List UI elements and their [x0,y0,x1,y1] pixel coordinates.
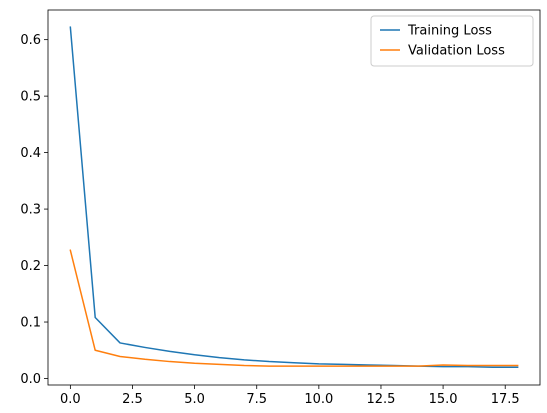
x-tick-label: 0.0 [60,392,81,407]
y-tick-label: 0.0 [20,372,41,387]
series-line-validation-loss [69,249,519,367]
legend-label-validation-loss: Validation Loss [408,44,505,59]
series-line-training-loss [69,26,519,368]
y-tick-label: 0.4 [20,146,41,161]
x-axis: 0.0 2.5 5.0 7.5 10.0 12.5 15.0 17.5 [60,385,520,407]
x-tick-label: 2.5 [122,392,143,407]
legend-label-training-loss: Training Loss [407,24,492,39]
x-tick-label: 15.0 [429,392,458,407]
x-tick-label: 12.5 [366,392,395,407]
x-tick-label: 7.5 [246,392,267,407]
series-lines [69,26,519,368]
y-tick-label: 0.6 [20,33,41,48]
y-tick-label: 0.2 [20,259,41,274]
y-tick-label: 0.3 [20,203,41,218]
y-axis: 0.0 0.1 0.2 0.3 0.4 0.5 0.6 [20,33,48,387]
plot-area [47,9,541,386]
legend-frame [370,15,534,67]
x-tick-label: 5.0 [184,392,205,407]
y-tick-label: 0.5 [20,90,41,105]
y-tick-label: 0.1 [20,316,41,331]
legend: Training Loss Validation Loss [370,15,534,67]
x-tick-label: 17.5 [491,392,520,407]
x-tick-label: 10.0 [304,392,333,407]
